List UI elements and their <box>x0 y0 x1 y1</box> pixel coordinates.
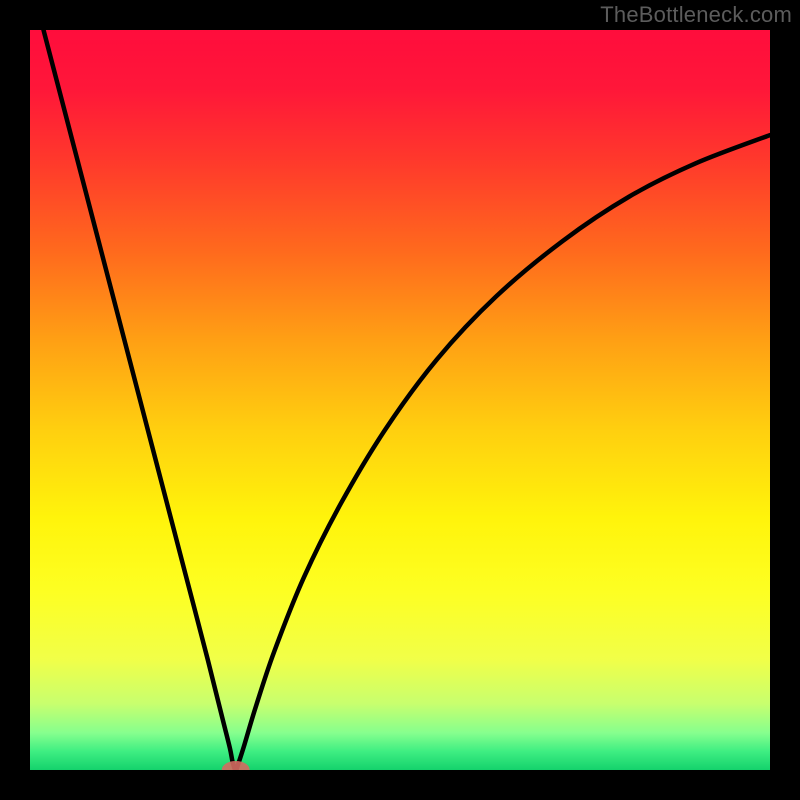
chart-container: TheBottleneck.com <box>0 0 800 800</box>
chart-svg <box>0 0 800 800</box>
watermark-text: TheBottleneck.com <box>600 2 792 28</box>
